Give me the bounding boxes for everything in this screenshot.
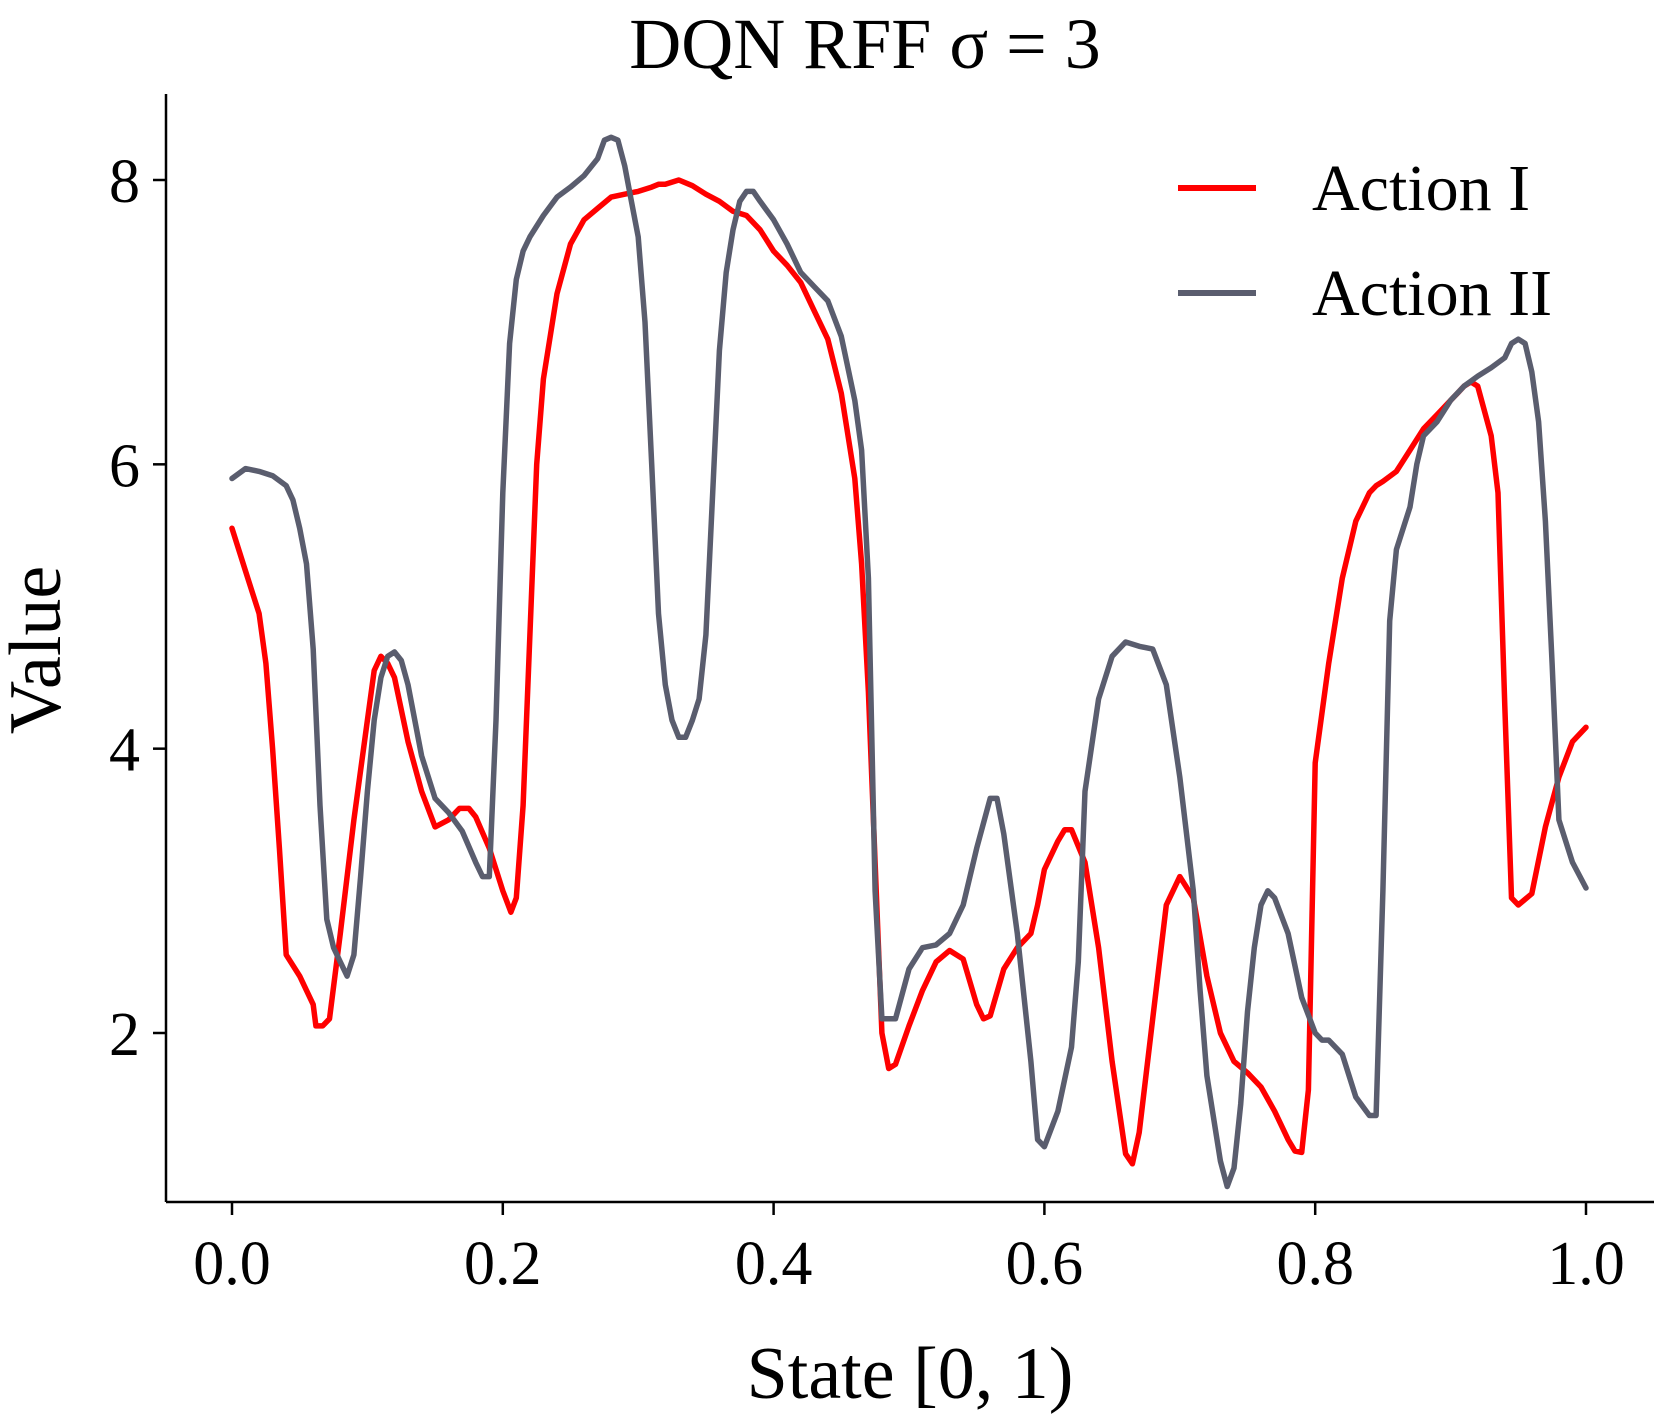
y-tick-label: 4 (109, 717, 140, 785)
y-tick-label: 8 (109, 148, 140, 216)
legend-label-1: Action I (1312, 152, 1530, 225)
series-layer (229, 134, 1589, 1190)
y-tick-label: 6 (109, 432, 140, 500)
series-line-1 (229, 177, 1589, 1167)
x-tick-label: 0.2 (464, 1230, 542, 1298)
x-tick-label: 0.6 (1006, 1230, 1084, 1298)
legend: Action I Action II (1178, 152, 1552, 330)
legend-label-2: Action II (1312, 257, 1552, 330)
y-tick-label: 2 (109, 1001, 140, 1069)
series-line-2 (229, 134, 1589, 1190)
chart-title: DQN RFF σ = 3 (629, 4, 1101, 84)
x-tick-label: 0.0 (193, 1230, 271, 1298)
y-axis-title: Value (0, 566, 77, 735)
x-tick-label: 0.8 (1276, 1230, 1354, 1298)
x-tick-label: 1.0 (1547, 1230, 1625, 1298)
x-tick-label: 0.4 (735, 1230, 813, 1298)
ticks-layer: 0.0 0.2 0.4 0.6 0.8 1.0 2 4 6 8 (109, 148, 1625, 1298)
x-axis-title: State [0, 1) (747, 1333, 1074, 1415)
